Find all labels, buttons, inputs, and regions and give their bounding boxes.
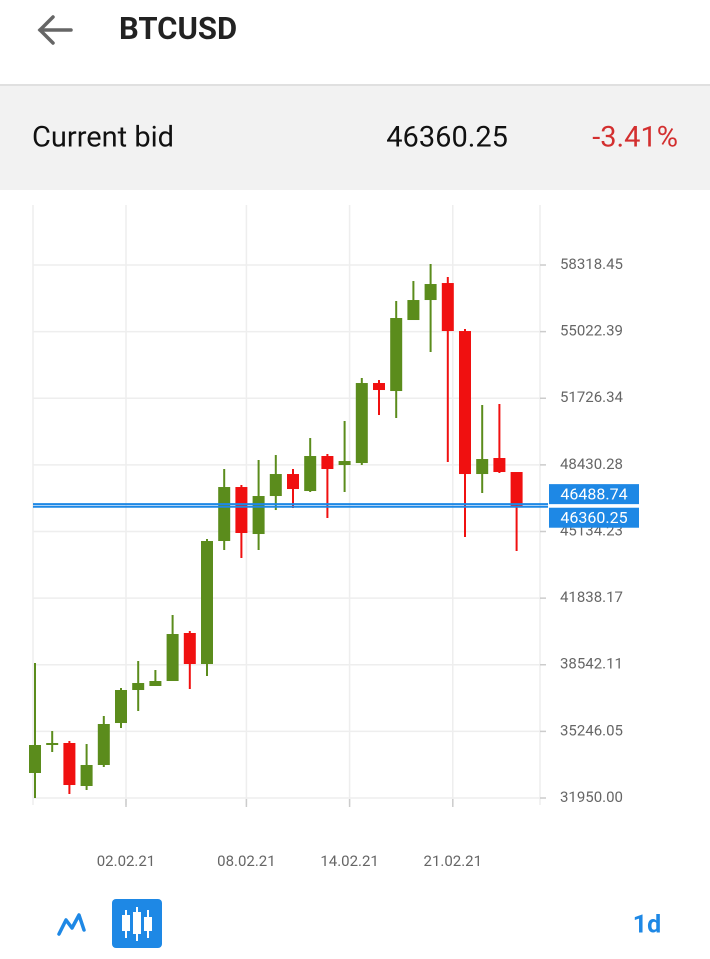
bid-panel — [0, 86, 710, 190]
candlestick-chart: 31950.0035246.0538542.1141838.1745134.23… — [29, 205, 639, 870]
y-tick-label: 48430.28 — [560, 455, 623, 473]
price-label-box — [549, 484, 639, 505]
candle-body — [321, 456, 334, 470]
candle-body — [476, 459, 489, 475]
candle-body — [97, 724, 110, 765]
x-tick-label: 14.02.21 — [320, 852, 379, 870]
candle-body — [510, 472, 523, 506]
price-label: 46488.74 — [560, 484, 627, 503]
back-button[interactable] — [37, 15, 73, 45]
candle-body — [166, 634, 179, 682]
bid-label: Current bid — [32, 121, 174, 155]
candle-body — [80, 764, 93, 786]
candle-body — [269, 474, 282, 497]
line-chart-button[interactable] — [57, 913, 86, 936]
candle-body — [115, 690, 127, 724]
y-tick-label: 31950.00 — [560, 788, 623, 806]
x-tick-label: 21.02.21 — [424, 852, 483, 870]
page-title: BTCUSD — [119, 10, 237, 47]
x-tick-label: 08.02.21 — [217, 852, 276, 870]
candle-body — [183, 633, 196, 665]
candle-body — [252, 496, 265, 535]
candle-body — [46, 743, 59, 746]
candle-body — [338, 461, 351, 466]
candle-body — [149, 681, 162, 687]
candle-body — [493, 458, 506, 473]
candle-body — [390, 318, 403, 392]
candle-body — [287, 474, 299, 490]
price-label-box — [549, 507, 639, 528]
y-tick-label: 41838.17 — [560, 588, 623, 606]
candle-body — [424, 284, 437, 301]
app-bar — [0, 0, 710, 85]
candle-body — [235, 487, 248, 534]
candlestick-button[interactable] — [112, 899, 162, 948]
y-tick-label: 51726.34 — [560, 388, 624, 406]
candle-body — [304, 456, 317, 492]
timeframe-button[interactable]: 1d — [633, 911, 661, 940]
candle-body — [63, 743, 76, 786]
candle-body — [407, 300, 420, 321]
candle-body — [132, 683, 145, 691]
bid-value: 46360.25 — [386, 121, 508, 155]
candle-body — [355, 383, 368, 464]
candle-body — [373, 383, 385, 391]
y-tick-label: 35246.05 — [560, 721, 623, 739]
y-tick-label: 58318.45 — [560, 255, 623, 273]
candle-body — [29, 745, 41, 774]
price-label: 46360.25 — [560, 508, 627, 527]
y-tick-label: 55022.39 — [560, 322, 623, 340]
candle-body — [441, 283, 454, 332]
y-tick-label: 38542.11 — [560, 655, 623, 673]
candle-body — [201, 541, 213, 665]
x-tick-label: 02.02.21 — [97, 852, 156, 870]
candle-body — [459, 331, 471, 475]
bid-change: -3.41% — [592, 121, 678, 155]
candle-body — [218, 487, 231, 542]
